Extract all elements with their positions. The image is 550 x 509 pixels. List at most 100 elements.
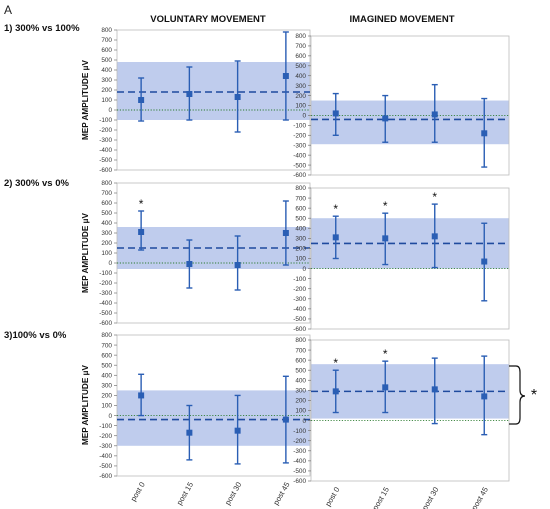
y-tick-label: 100 [101, 97, 112, 104]
confidence-band [311, 100, 509, 145]
y-tick-label: -500 [99, 310, 112, 317]
y-tick-label: -300 [99, 290, 112, 297]
y-tick-label: -400 [293, 306, 306, 313]
y-tick-label: 200 [295, 246, 306, 253]
y-tick-label: 300 [295, 83, 306, 90]
y-tick-label: 200 [101, 240, 112, 247]
y-tick-label: 600 [101, 47, 112, 54]
column-title-voluntary: VOLUNTARY MOVEMENT [150, 14, 266, 25]
data-point [481, 130, 488, 137]
data-point [332, 234, 339, 241]
y-tick-label: 100 [101, 403, 112, 410]
significance-bracket [509, 365, 526, 425]
y-tick-label: 100 [101, 250, 112, 257]
y-tick-label: 600 [295, 357, 306, 364]
data-point [332, 388, 339, 395]
data-point [234, 94, 241, 100]
y-tick-label: 700 [295, 347, 306, 354]
y-tick-label: 400 [295, 73, 306, 80]
y-tick-label: 300 [295, 388, 306, 395]
y-tick-label: 400 [101, 372, 112, 379]
y-tick-label: -100 [293, 428, 306, 435]
y-axis-label: MEP AMPLITUDE μV [81, 59, 90, 140]
data-point [186, 91, 193, 97]
y-tick-label: 800 [101, 180, 112, 187]
y-tick-label: -600 [293, 172, 306, 179]
y-tick-label: 500 [101, 57, 112, 64]
y-tick-label: 800 [295, 185, 306, 192]
significance-star: * [383, 199, 388, 213]
y-tick-label: 700 [295, 43, 306, 50]
y-tick-label: 500 [101, 210, 112, 217]
y-tick-label: 100 [295, 256, 306, 263]
y-tick-label: -400 [99, 147, 112, 154]
data-point [481, 393, 488, 400]
y-tick-label: -500 [293, 468, 306, 475]
y-tick-label: 700 [295, 195, 306, 202]
y-tick-label: -300 [293, 296, 306, 303]
data-point [382, 115, 389, 122]
y-tick-label: 400 [101, 67, 112, 74]
x-tick-label: post 0 [323, 486, 341, 508]
y-tick-label: -400 [99, 300, 112, 307]
x-tick-label: post 0 [129, 481, 147, 503]
y-tick-label: -200 [99, 433, 112, 440]
data-point [431, 111, 438, 118]
chart-panel-3-voluntary: -600 -500 -400 -300 -200 -100 0 100 200 300 400 500… [81, 332, 311, 507]
confidence-band [117, 390, 310, 446]
y-tick-label: 800 [101, 332, 112, 339]
y-tick-label: -300 [293, 448, 306, 455]
y-tick-label: -600 [99, 473, 112, 480]
y-tick-label: -400 [99, 453, 112, 460]
data-point [431, 386, 438, 393]
data-point [138, 97, 145, 103]
row-title-2: 2) 300% vs 0% [4, 178, 70, 189]
data-point [138, 392, 145, 399]
y-tick-label: 500 [295, 63, 306, 70]
y-tick-label: -300 [99, 443, 112, 450]
y-tick-label: 0 [108, 260, 112, 267]
y-tick-label: 0 [302, 418, 306, 425]
data-point [282, 230, 289, 236]
y-tick-label: -300 [99, 137, 112, 144]
y-tick-label: 700 [101, 37, 112, 44]
y-tick-label: -600 [99, 167, 112, 174]
chart-panel-1-voluntary: -600 -500 -400 -300 -200 -100 0 100 200 300 400 500… [81, 27, 311, 174]
chart-panel-2-voluntary: -600 -500 -400 -300 -200 -100 0 100 200 300 400 500… [81, 180, 311, 327]
y-tick-label: 400 [295, 377, 306, 384]
y-tick-label: -400 [293, 458, 306, 465]
y-tick-label: -200 [293, 132, 306, 139]
x-tick-label: post 45 [470, 486, 490, 509]
data-point [234, 427, 241, 434]
column-title-imagined: IMAGINED MOVEMENT [349, 14, 454, 25]
y-tick-label: -200 [293, 286, 306, 293]
y-tick-label: 0 [302, 266, 306, 273]
significance-star: * [383, 347, 388, 361]
y-tick-label: 600 [295, 53, 306, 60]
chart-panel-2-imagined: -600 -500 -400 -300 -200 -100 0 100 200 300 400 500… [293, 185, 510, 333]
data-point [138, 229, 145, 235]
significance-star: * [139, 197, 144, 211]
y-axis-label: MEP AMPLITUDE μV [81, 212, 90, 293]
y-tick-label: -300 [293, 142, 306, 149]
data-point [234, 262, 241, 268]
panel-letter: A [4, 3, 12, 17]
significance-star: * [333, 202, 338, 216]
y-tick-label: -100 [99, 117, 112, 124]
y-tick-label: 400 [101, 220, 112, 227]
y-tick-label: -500 [99, 157, 112, 164]
data-point [332, 110, 339, 117]
y-tick-label: 500 [101, 362, 112, 369]
x-tick-label: post 15 [175, 481, 195, 507]
y-tick-label: 300 [295, 236, 306, 243]
y-tick-label: -500 [293, 316, 306, 323]
data-point [186, 261, 193, 267]
y-tick-label: -100 [293, 123, 306, 130]
x-tick-label: post 30 [223, 481, 243, 507]
y-tick-label: 800 [101, 27, 112, 34]
y-tick-label: 200 [101, 393, 112, 400]
y-tick-label: 600 [295, 205, 306, 212]
x-tick-label: post 15 [371, 486, 391, 509]
x-tick-label: post 30 [420, 486, 440, 509]
